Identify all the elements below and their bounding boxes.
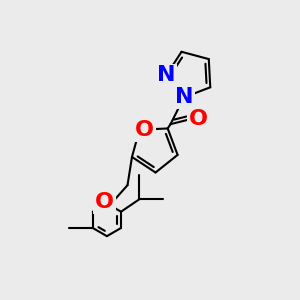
Text: N: N xyxy=(175,87,193,107)
Text: O: O xyxy=(95,192,114,212)
Text: N: N xyxy=(157,65,176,86)
Text: O: O xyxy=(189,109,208,129)
Text: O: O xyxy=(135,120,154,140)
